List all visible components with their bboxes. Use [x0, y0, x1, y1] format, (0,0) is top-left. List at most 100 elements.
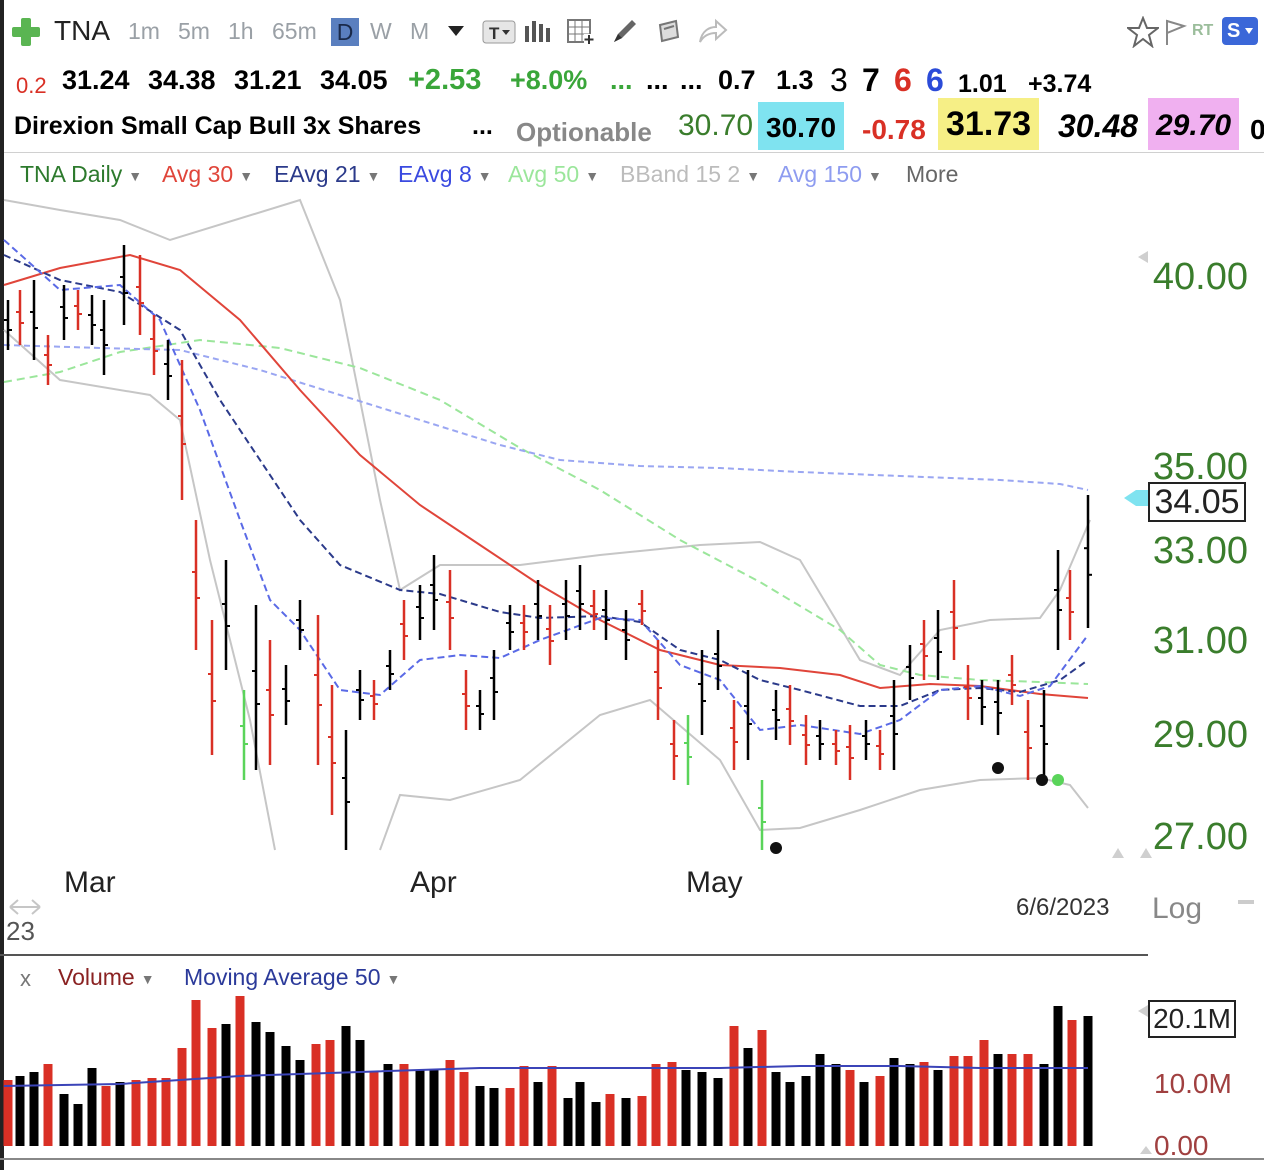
- price-chart[interactable]: [0, 190, 1140, 860]
- volume-bar: [15, 1076, 25, 1146]
- volume-bar: [1039, 1064, 1049, 1146]
- moving-averages: [3, 239, 1089, 736]
- price-bar: [534, 580, 542, 640]
- s-badge[interactable]: S: [1222, 17, 1258, 45]
- volume-bar: [949, 1056, 959, 1146]
- volume-bar: [575, 1082, 585, 1146]
- volume-bar: [591, 1102, 601, 1146]
- volume-bar: [667, 1062, 677, 1146]
- price-bar: [816, 720, 824, 760]
- menu-icon[interactable]: [1238, 900, 1254, 904]
- volume-bar: [235, 996, 245, 1146]
- add-symbol-icon[interactable]: [10, 16, 42, 48]
- volume-bar: [475, 1086, 485, 1146]
- scroll-arrows-icon[interactable]: [8, 896, 42, 918]
- current-price-box: 34.05: [1148, 482, 1246, 522]
- legend-eavg21[interactable]: EAvg 21 ▼: [274, 156, 380, 194]
- corner-text: 23: [6, 916, 35, 946]
- volume-bar: [905, 1064, 915, 1146]
- info-more: 0: [1250, 114, 1264, 145]
- chevron-down-icon: ▼: [477, 167, 492, 184]
- legend-avg50[interactable]: Avg 50 ▼: [508, 156, 599, 194]
- price-bar: [164, 340, 172, 400]
- number-2: 7: [862, 62, 880, 98]
- volume-bar: [963, 1056, 973, 1146]
- price-bar: [446, 570, 454, 650]
- info-dots: ...: [472, 112, 493, 140]
- legend-tna-daily-label: TNA Daily: [20, 161, 123, 187]
- volume-bar: [415, 1070, 425, 1146]
- chevron-down-icon: ▼: [585, 167, 600, 184]
- close-volume-button[interactable]: x: [20, 966, 31, 991]
- legend-avg30[interactable]: Avg 30 ▼: [162, 156, 253, 194]
- price-bar: [1084, 495, 1092, 628]
- volume-bar: [605, 1094, 615, 1146]
- volume-bar: [161, 1078, 171, 1146]
- volume-label-text: Volume: [58, 964, 135, 990]
- volume-bar: [489, 1088, 499, 1146]
- price-bar: [1024, 700, 1032, 780]
- price-axis-arrow-down: [1112, 848, 1152, 858]
- window-icon[interactable]: [654, 16, 684, 46]
- volume-chart[interactable]: [0, 990, 1140, 1150]
- interval-1h[interactable]: 1h: [228, 18, 254, 44]
- ma50-label[interactable]: Moving Average 50 ▼: [184, 964, 400, 991]
- bar-chart-icon[interactable]: [522, 18, 552, 46]
- svg-text:T: T: [489, 24, 500, 43]
- share-icon[interactable]: [696, 16, 728, 46]
- realtime-label[interactable]: RT: [1192, 22, 1214, 39]
- price-label-33: 33.00: [1152, 530, 1248, 572]
- price-label-27: 27.00: [1152, 816, 1248, 858]
- price-bar: [370, 680, 378, 720]
- pink-box: 29.70: [1148, 98, 1240, 150]
- number-3: 6: [894, 62, 912, 98]
- volume-bar: [265, 1032, 275, 1146]
- price-bar: [150, 315, 158, 375]
- volume-bar: [519, 1066, 529, 1146]
- interval-m[interactable]: M: [410, 18, 430, 44]
- price-bar: [462, 670, 470, 730]
- value-2: 1.3: [776, 65, 814, 95]
- legend-tna-daily[interactable]: TNA Daily ▼: [20, 156, 142, 194]
- log-toggle[interactable]: Log: [1152, 892, 1203, 925]
- volume-label[interactable]: Volume ▼: [58, 964, 155, 991]
- price-bar: [120, 245, 128, 325]
- price-bar: [994, 680, 1002, 735]
- volume-bar: [3, 1080, 13, 1146]
- value-4: +3.74: [1028, 70, 1092, 98]
- legend-more[interactable]: More: [906, 161, 959, 187]
- interval-w[interactable]: W: [370, 18, 392, 44]
- text-tool-icon[interactable]: T: [482, 18, 516, 46]
- volume-bar: [681, 1070, 691, 1146]
- legend-eavg8[interactable]: EAvg 8 ▼: [398, 156, 492, 194]
- legend-avg150[interactable]: Avg 150 ▼: [778, 156, 882, 194]
- price-bar: [670, 720, 678, 780]
- symbol-label[interactable]: TNA: [54, 15, 110, 46]
- grid-icon[interactable]: [566, 16, 596, 46]
- quote-row: 0.2 31.24 34.38 31.21 34.05 +2.53 +8.0% …: [0, 58, 1264, 102]
- legend-bband[interactable]: BBand 15 2 ▼: [620, 156, 760, 194]
- interval-5m[interactable]: 5m: [178, 18, 210, 44]
- month-apr: Apr: [410, 866, 457, 899]
- price-bar: [934, 610, 942, 680]
- price-bar: [314, 615, 322, 765]
- price-bar: [638, 590, 646, 625]
- price-bar: [178, 360, 186, 500]
- interval-65m[interactable]: 65m: [272, 18, 317, 44]
- price-bar: [356, 670, 364, 720]
- volume-bar: [729, 1026, 739, 1146]
- legend-eavg8-label: EAvg 8: [398, 161, 472, 187]
- volume-bar: [295, 1060, 305, 1146]
- info-row: Direxion Small Cap Bull 3x Shares ... Op…: [0, 98, 1264, 152]
- left-border: [0, 0, 4, 1170]
- chevron-down-icon: ▼: [867, 167, 882, 184]
- price-bar: [906, 645, 914, 700]
- pencil-icon[interactable]: [610, 16, 640, 46]
- price-bar: [684, 715, 692, 785]
- interval-d[interactable]: D: [331, 18, 359, 46]
- dropdown-icon[interactable]: [447, 24, 465, 38]
- star-icon[interactable]: [1125, 15, 1161, 49]
- flag-icon[interactable]: [1164, 18, 1188, 46]
- interval-1m[interactable]: 1m: [128, 18, 160, 44]
- volume-bar: [459, 1072, 469, 1146]
